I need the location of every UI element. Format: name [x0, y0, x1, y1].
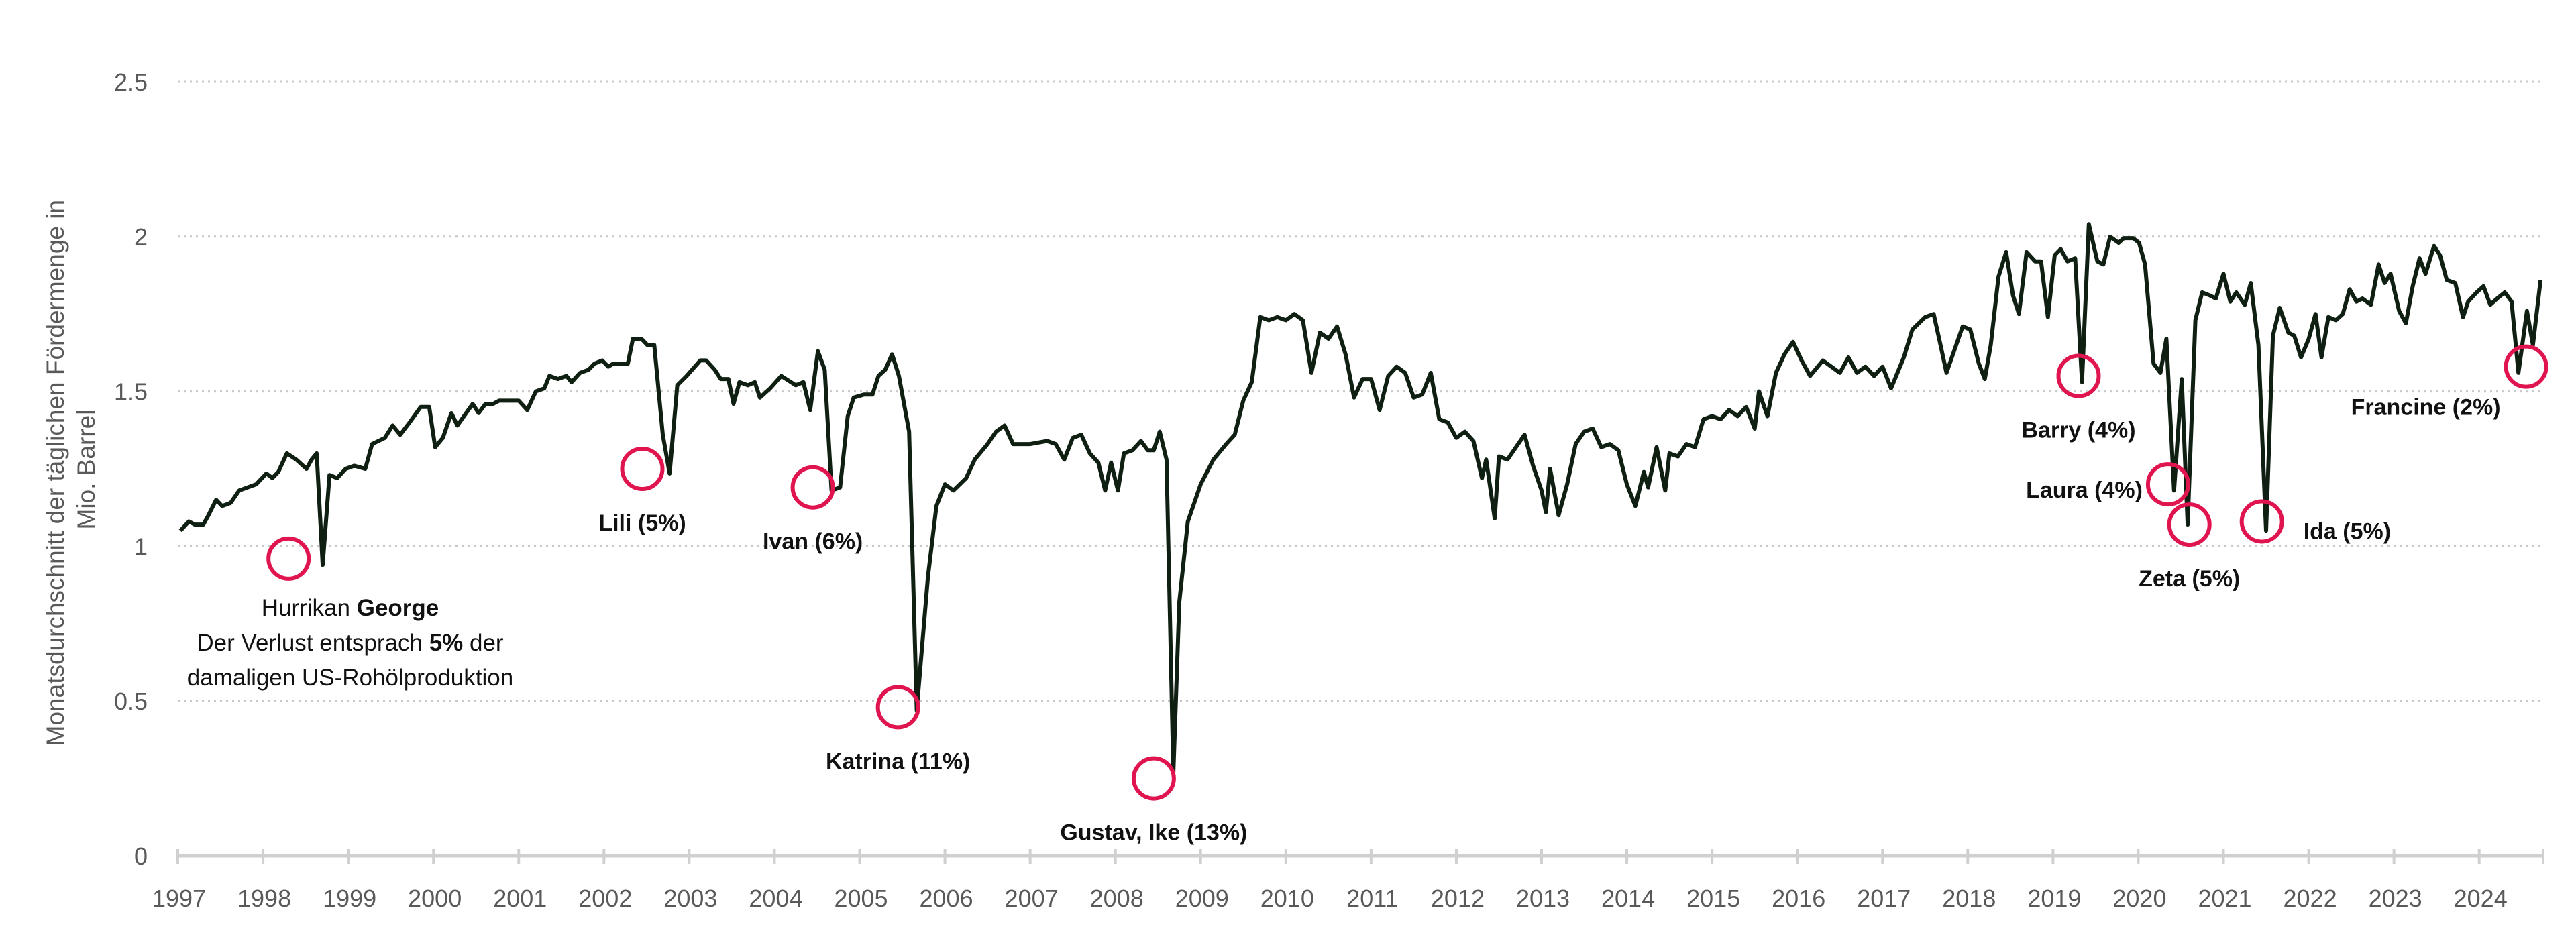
x-tick-label: 1998 — [237, 885, 291, 912]
hurricane-label: Laura (4%) — [2026, 478, 2143, 503]
y-tick-label: 2 — [134, 223, 148, 251]
george-marker-circle — [266, 536, 311, 581]
x-tick-label: 2002 — [578, 885, 632, 912]
y-tick-label: 1 — [134, 533, 148, 560]
x-tick-label: 2004 — [749, 885, 802, 912]
hurricane-marker-circle — [790, 465, 835, 510]
george-name: George — [357, 595, 439, 621]
x-tick-label: 2014 — [1601, 885, 1655, 912]
george-note-line-2: Der Verlust entsprach 5% der — [197, 630, 504, 656]
hurricane-label: Gustav, Ike (13%) — [1060, 820, 1247, 846]
hurricane-label: Ivan (6%) — [763, 529, 863, 555]
x-tick-label: 2022 — [2284, 885, 2337, 912]
x-tick-label: 2003 — [663, 885, 717, 912]
y-axis-label-line-1: Monatsdurchschnitt der täglichen Förderm… — [42, 200, 69, 746]
gridlines — [178, 80, 2543, 702]
hurricane-label: Francine (2%) — [2351, 395, 2501, 421]
hurricane-marker-circle — [875, 685, 920, 730]
hurricane-marker-circle — [2167, 502, 2212, 547]
hurricane-marker-circle — [2145, 462, 2190, 507]
x-tick-label: 2008 — [1090, 885, 1144, 912]
annotation-francine: Francine (2%) — [2351, 344, 2548, 421]
george-note-text: Der Verlust entsprach — [197, 630, 429, 656]
george-note-text: der — [463, 630, 504, 656]
hurricane-marker-circle — [620, 447, 665, 491]
x-tick-label: 2015 — [1686, 885, 1740, 912]
annotation-laura: Laura (4%) — [2026, 462, 2190, 507]
x-tick-label: 2012 — [1431, 885, 1485, 912]
hurricane-marker-circle — [2239, 499, 2284, 544]
hurricane-label: Ida (5%) — [2304, 518, 2391, 544]
hurricane-annotations: Lili (5%) Ivan (6%) Katrina (11%) Gustav, I… — [598, 344, 2548, 846]
x-tick-label: 2023 — [2369, 885, 2422, 912]
george-note-text: Hurrikan — [262, 595, 357, 621]
george-annotation: Hurrikan George Der Verlust entsprach 5%… — [187, 536, 513, 691]
x-tick-label: 2018 — [1942, 885, 1996, 912]
y-tick-label: 1.5 — [114, 378, 148, 406]
y-tick-label: 2.5 — [114, 68, 148, 96]
x-tick-label: 1999 — [323, 885, 376, 912]
x-tick-label: 2010 — [1260, 885, 1314, 912]
x-tick-label: 2019 — [2027, 885, 2081, 912]
annotation-lili: Lili (5%) — [598, 447, 686, 536]
production-line — [178, 222, 2543, 775]
george-loss-percent: 5% — [429, 630, 464, 656]
x-tick-label: 2000 — [408, 885, 462, 912]
y-tick-label: 0.5 — [114, 687, 148, 715]
x-tick-label: 2024 — [2454, 885, 2508, 912]
y-axis-label-line-2: Mio. Barrel — [72, 410, 100, 530]
x-tick-label: 2009 — [1175, 885, 1229, 912]
annotation-gustav: Gustav, Ike (13%) — [1060, 756, 1247, 846]
george-note-line-1: Hurrikan George — [262, 595, 439, 621]
x-tick-label: 2006 — [920, 885, 973, 912]
y-axis-label: Monatsdurchschnitt der täglichen Förderm… — [42, 193, 100, 746]
annotation-ida: Ida (5%) — [2239, 499, 2391, 544]
hurricane-label: Barry (4%) — [2021, 418, 2135, 443]
x-tick-label: 2001 — [493, 885, 547, 912]
hurricane-label: Lili (5%) — [598, 510, 686, 536]
x-tick-label: 2020 — [2112, 885, 2166, 912]
x-tick-label: 2016 — [1772, 885, 1825, 912]
x-tick-label: 2007 — [1005, 885, 1059, 912]
x-axis: 1997 1998 1999 2000 2001 2002 2003 2004 2005 2006… — [152, 849, 2544, 912]
hurricane-label: Katrina (11%) — [826, 749, 970, 774]
annotation-katrina: Katrina (11%) — [826, 685, 970, 774]
annotation-ivan: Ivan (6%) — [763, 465, 863, 555]
x-tick-label: 2021 — [2198, 885, 2251, 912]
hurricane-marker-circle — [2056, 353, 2101, 398]
x-tick-label: 1997 — [152, 885, 206, 912]
hurricane-marker-circle — [1131, 756, 1176, 801]
george-note-line-3: damaligen US-Rohölproduktion — [187, 665, 513, 691]
annotation-zeta: Zeta (5%) — [2139, 502, 2240, 592]
x-tick-label: 2017 — [1857, 885, 1911, 912]
hurricane-label: Zeta (5%) — [2139, 566, 2240, 592]
x-tick-label: 2013 — [1516, 885, 1570, 912]
x-tick-label: 2011 — [1346, 885, 1398, 912]
annotation-barry: Barry (4%) — [2021, 353, 2136, 443]
y-tick-label: 0 — [134, 842, 148, 870]
x-tick-label: 2005 — [834, 885, 888, 912]
y-axis-ticks: 0 0.5 1 1.5 2 2.5 — [114, 68, 148, 870]
hurricane-marker-circle — [2504, 344, 2548, 389]
